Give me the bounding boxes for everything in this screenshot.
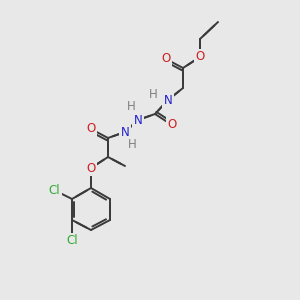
Text: O: O bbox=[167, 118, 177, 131]
Text: O: O bbox=[86, 122, 96, 136]
Text: Cl: Cl bbox=[48, 184, 60, 196]
Text: N: N bbox=[121, 125, 129, 139]
Text: N: N bbox=[134, 113, 142, 127]
Text: Cl: Cl bbox=[66, 235, 78, 248]
Text: H: H bbox=[127, 100, 135, 113]
Text: H: H bbox=[128, 137, 136, 151]
Text: O: O bbox=[86, 161, 96, 175]
Text: H: H bbox=[148, 88, 158, 101]
Text: O: O bbox=[195, 50, 205, 64]
Text: N: N bbox=[164, 94, 172, 106]
Text: O: O bbox=[161, 52, 171, 65]
